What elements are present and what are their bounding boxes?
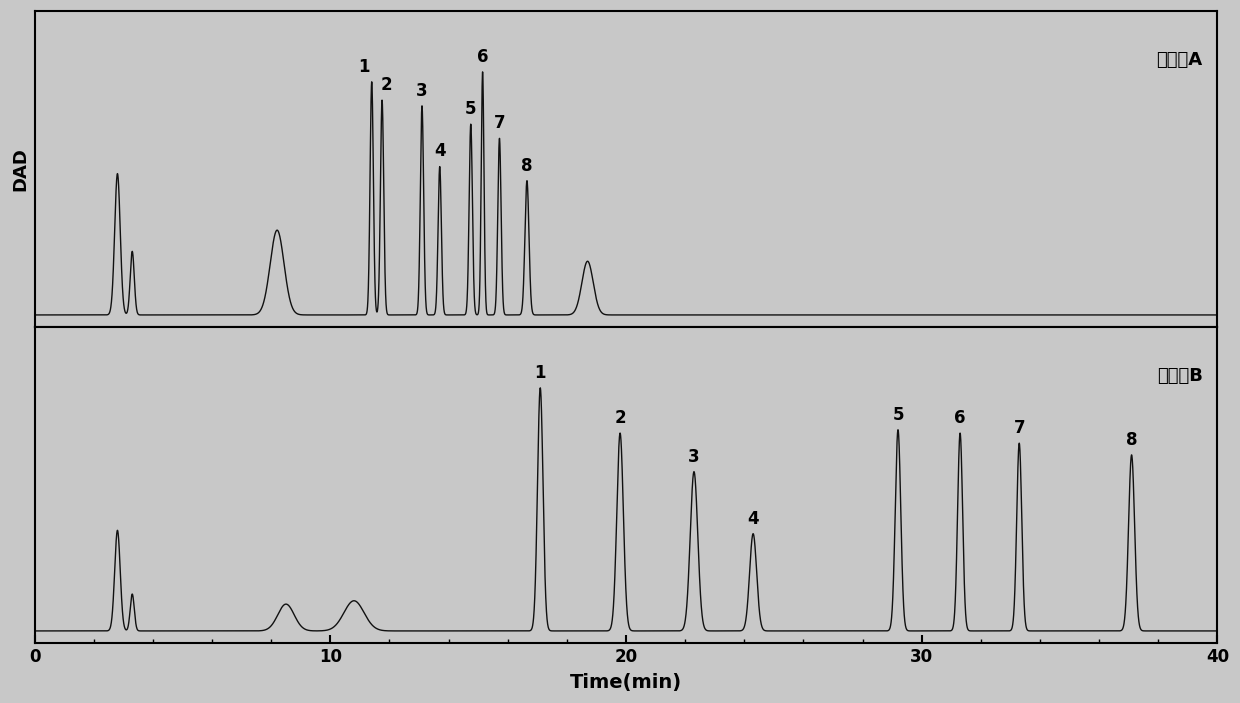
Text: 2: 2: [614, 409, 626, 427]
Text: 7: 7: [494, 114, 505, 132]
Text: 5: 5: [465, 100, 476, 118]
X-axis label: Time(min): Time(min): [570, 673, 682, 692]
Text: 5: 5: [893, 406, 904, 424]
Text: 色谱柳B: 色谱柳B: [1157, 367, 1203, 385]
Text: 8: 8: [521, 157, 533, 174]
Text: 1: 1: [534, 363, 546, 382]
Text: 3: 3: [688, 448, 699, 465]
Text: 8: 8: [1126, 431, 1137, 449]
Text: 6: 6: [477, 48, 489, 66]
Text: 6: 6: [955, 409, 966, 427]
Text: 1: 1: [358, 58, 370, 76]
Text: 4: 4: [434, 143, 445, 160]
Text: 7: 7: [1013, 419, 1025, 437]
Text: 2: 2: [381, 76, 392, 94]
Text: 4: 4: [748, 510, 759, 528]
Y-axis label: DAD: DAD: [11, 147, 29, 191]
Text: 色谱柳A: 色谱柳A: [1157, 51, 1203, 69]
Text: 3: 3: [417, 82, 428, 100]
